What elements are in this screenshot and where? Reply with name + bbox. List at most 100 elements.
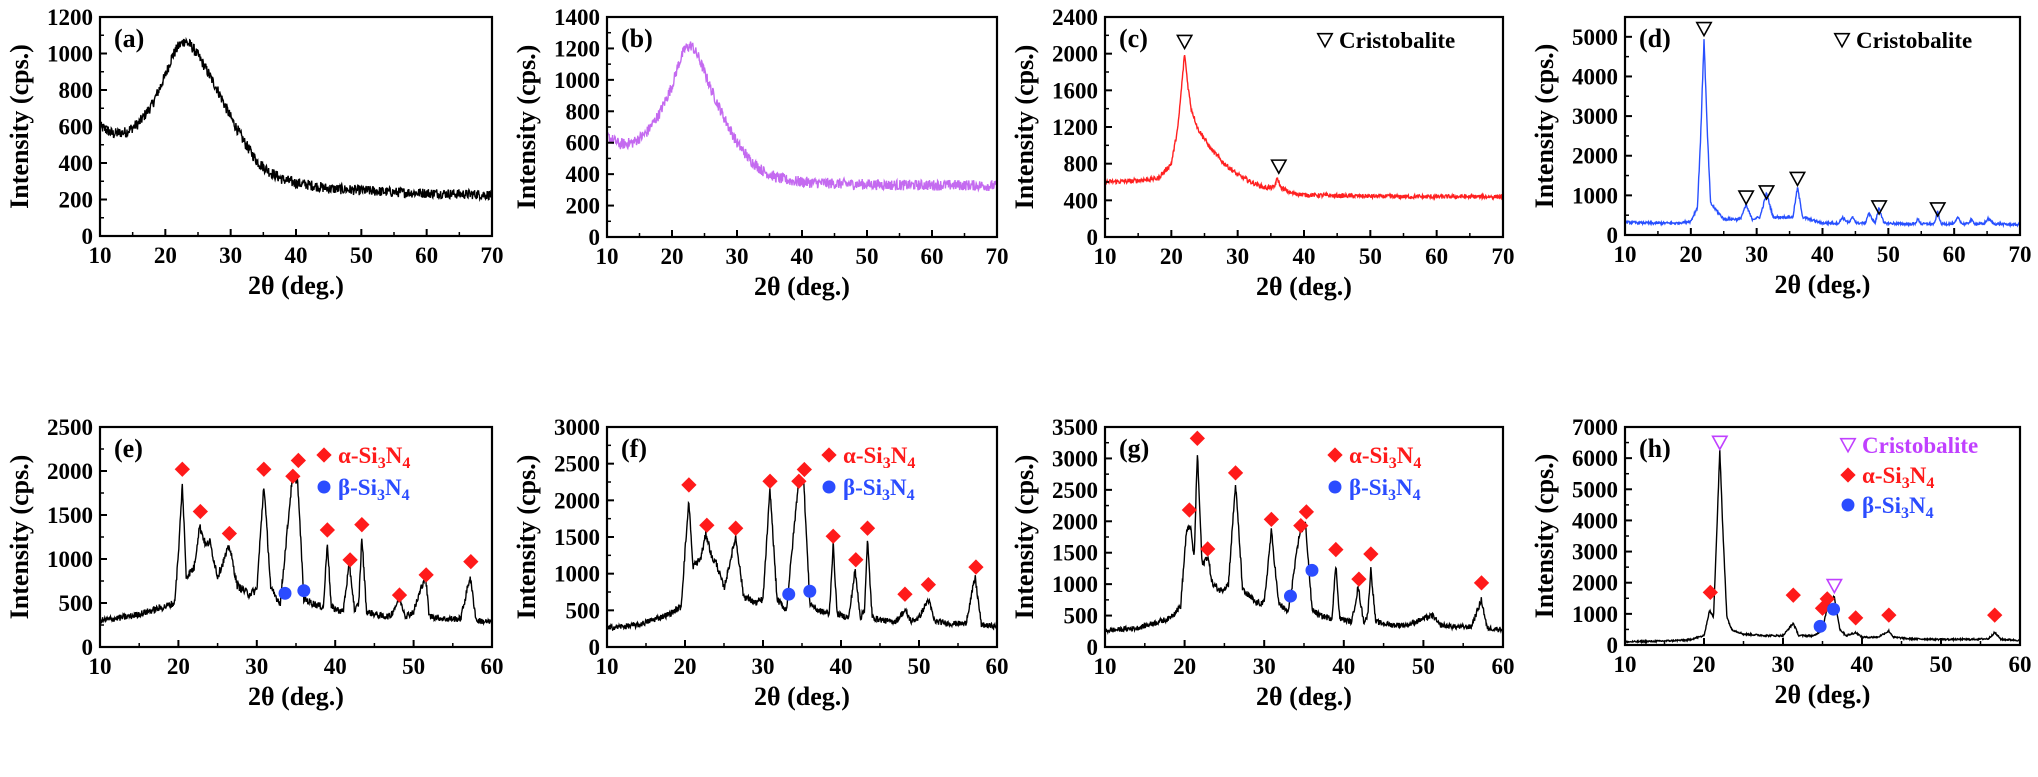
y-tick-label: 500 bbox=[59, 591, 94, 616]
y-tick-label: 2000 bbox=[1572, 144, 1618, 169]
alpha-si3n4-marker bbox=[391, 587, 408, 603]
x-tick-label: 50 bbox=[908, 654, 931, 679]
x-axis-label: 2θ (deg.) bbox=[1256, 272, 1352, 301]
y-tick-label: 0 bbox=[1607, 223, 1619, 248]
x-tick-label: 30 bbox=[752, 654, 775, 679]
alpha-si3n4-marker bbox=[825, 528, 841, 544]
legend-marker bbox=[1316, 32, 1334, 49]
alpha-si3n4-marker bbox=[1227, 465, 1244, 481]
plot-frame bbox=[1103, 425, 1505, 649]
y-tick-label: 2000 bbox=[1052, 42, 1098, 67]
x-tick-label: 20 bbox=[1679, 242, 1702, 267]
alpha-si3n4-marker bbox=[1987, 607, 2003, 623]
y-tick-label: 800 bbox=[59, 78, 94, 103]
y-tick-label: 7000 bbox=[1572, 415, 1618, 440]
legend-marker bbox=[1840, 467, 1856, 483]
x-tick-label: 30 bbox=[219, 243, 242, 268]
y-tick-label: 2500 bbox=[1052, 478, 1098, 503]
y-tick-label: 1400 bbox=[554, 5, 600, 30]
alpha-si3n4-marker bbox=[1263, 511, 1280, 528]
y-tick-label: 400 bbox=[1064, 188, 1099, 213]
y-tick-label: 500 bbox=[1064, 604, 1099, 629]
legend-label: β-Si3N4 bbox=[1862, 493, 1934, 522]
beta-si3n4-marker bbox=[1283, 589, 1297, 603]
y-tick-label: 5000 bbox=[1572, 25, 1618, 50]
y-tick-label: 1200 bbox=[47, 5, 93, 30]
x-tick-label: 60 bbox=[1943, 242, 1966, 267]
panel-label: (h) bbox=[1639, 434, 1671, 463]
y-axis-label: Intensity (cps.) bbox=[5, 44, 34, 209]
y-tick-label: 1000 bbox=[47, 42, 93, 67]
y-tick-label: 1600 bbox=[1052, 78, 1098, 103]
y-tick-label: 200 bbox=[59, 188, 94, 213]
alpha-si3n4-marker bbox=[728, 520, 744, 536]
alpha-si3n4-marker bbox=[1181, 502, 1198, 518]
y-tick-label: 0 bbox=[82, 635, 94, 660]
y-tick-label: 2000 bbox=[1052, 509, 1098, 534]
y-tick-label: 3000 bbox=[1572, 104, 1618, 129]
y-tick-label: 1000 bbox=[47, 547, 93, 572]
beta-si3n4-marker bbox=[1813, 619, 1827, 633]
xrd-series-line bbox=[606, 477, 998, 632]
alpha-si3n4-marker bbox=[1785, 587, 1801, 603]
x-tick-label: 50 bbox=[856, 244, 879, 269]
x-tick-label: 20 bbox=[674, 654, 697, 679]
y-tick-label: 5000 bbox=[1572, 477, 1618, 502]
alpha-si3n4-marker bbox=[920, 577, 937, 593]
x-tick-label: 40 bbox=[830, 654, 853, 679]
legend-label: α-Si3N4 bbox=[338, 443, 410, 472]
panel-a: 10 20 30 40 50 60 70 0 200 400 600 800 1000 1200 2θ (d… bbox=[5, 5, 504, 300]
legend-marker bbox=[822, 480, 836, 494]
y-tick-label: 3000 bbox=[554, 415, 600, 440]
y-tick-label: 1000 bbox=[554, 68, 600, 93]
y-tick-label: 800 bbox=[1064, 152, 1099, 177]
x-tick-label: 10 bbox=[596, 654, 619, 679]
alpha-si3n4-marker bbox=[319, 522, 336, 538]
y-axis-label: Intensity (cps.) bbox=[5, 455, 34, 620]
legend-label: β-Si3N4 bbox=[1349, 475, 1421, 504]
panel-label: (e) bbox=[114, 434, 143, 463]
alpha-si3n4-marker bbox=[1351, 571, 1367, 587]
y-tick-label: 600 bbox=[59, 115, 94, 140]
y-tick-label: 0 bbox=[589, 225, 601, 250]
x-tick-label: 20 bbox=[661, 244, 684, 269]
y-tick-label: 0 bbox=[82, 224, 94, 249]
cristobalite-marker bbox=[1711, 435, 1729, 451]
alpha-si3n4-marker bbox=[968, 559, 984, 575]
x-tick-label: 10 bbox=[89, 243, 112, 268]
y-tick-label: 6000 bbox=[1572, 446, 1618, 471]
x-axis-label: 2θ (deg.) bbox=[1775, 270, 1871, 299]
x-tick-label: 70 bbox=[1492, 244, 1515, 269]
x-tick-label: 10 bbox=[1614, 652, 1637, 677]
alpha-si3n4-marker bbox=[221, 525, 238, 542]
alpha-si3n4-marker bbox=[192, 503, 209, 520]
alpha-si3n4-marker bbox=[463, 553, 479, 570]
y-axis-label: Intensity (cps.) bbox=[512, 455, 541, 620]
y-tick-label: 1200 bbox=[1052, 115, 1098, 140]
alpha-si3n4-marker bbox=[1848, 610, 1864, 626]
alpha-si3n4-marker bbox=[1298, 504, 1315, 520]
x-tick-label: 40 bbox=[1293, 244, 1316, 269]
y-tick-label: 1000 bbox=[1052, 572, 1098, 597]
xrd-series-line bbox=[1624, 39, 2021, 229]
x-tick-label: 40 bbox=[1811, 242, 1834, 267]
panel-f: 10 20 30 40 50 60 0 500 1000 1500 2000 2500 3000 2θ (… bbox=[512, 415, 1009, 711]
x-tick-label: 60 bbox=[921, 244, 944, 269]
x-tick-label: 40 bbox=[285, 243, 308, 268]
alpha-si3n4-marker bbox=[1819, 591, 1835, 607]
x-axis-label: 2θ (deg.) bbox=[1256, 682, 1352, 711]
legend-label: α-Si3N4 bbox=[1862, 463, 1934, 492]
panel-label: (d) bbox=[1639, 24, 1671, 53]
xrd-series-line bbox=[99, 475, 493, 626]
beta-si3n4-marker bbox=[1827, 602, 1841, 616]
x-tick-label: 10 bbox=[596, 244, 619, 269]
alpha-si3n4-marker bbox=[1363, 546, 1379, 562]
y-tick-label: 800 bbox=[566, 99, 601, 124]
y-tick-label: 1500 bbox=[47, 503, 93, 528]
x-tick-label: 60 bbox=[1425, 244, 1448, 269]
cristobalite-marker bbox=[1788, 171, 1807, 188]
y-tick-label: 200 bbox=[566, 194, 601, 219]
cristobalite-marker bbox=[1757, 185, 1776, 201]
plot-frame bbox=[98, 15, 494, 238]
